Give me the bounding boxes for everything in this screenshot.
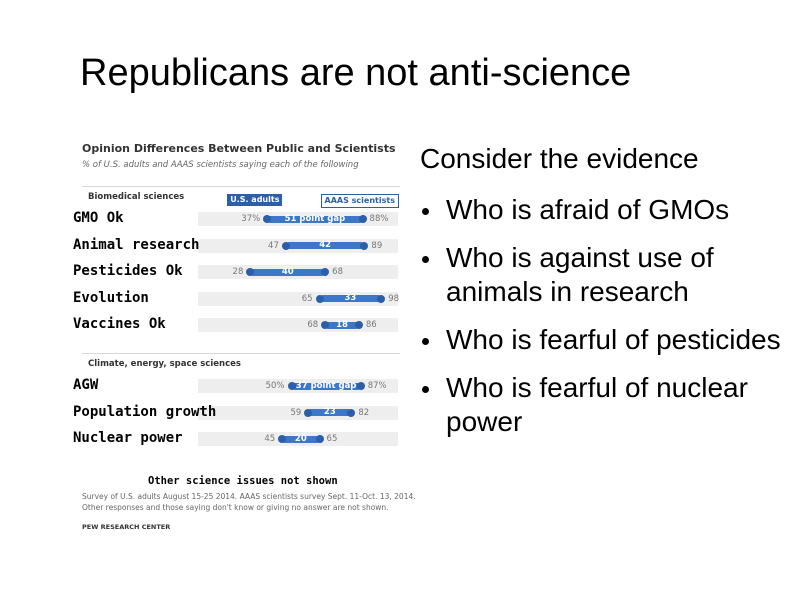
gap-bar <box>250 268 326 276</box>
public-value: 47 <box>268 240 279 251</box>
scientist-dot <box>358 215 367 223</box>
gap-bar <box>285 242 365 249</box>
public-value: 68 <box>307 320 319 330</box>
gap-bar <box>291 382 361 390</box>
chart-source: PEW RESEARCH CENTER <box>82 523 171 531</box>
gap-label: 37 point gap <box>295 380 357 391</box>
gap-label: 42 <box>319 240 332 250</box>
scientist-value: 88% <box>369 214 389 224</box>
legend-us-adults: U.S. adults <box>227 194 283 206</box>
evidence-list: Who is afraid of GMOs Who is against use… <box>420 193 790 439</box>
public-value: 50% <box>265 381 285 391</box>
scientist-value: 65 <box>326 434 338 444</box>
public-dot <box>304 408 313 417</box>
public-value: 65 <box>301 293 313 304</box>
public-value: 59 <box>290 407 302 418</box>
bullet-icon <box>422 338 429 345</box>
public-dot <box>246 268 255 276</box>
evidence-item-text: Who is fearful of pesticides <box>446 324 781 355</box>
row-label: Animal research <box>73 236 200 253</box>
gap-label: 40 <box>281 266 294 277</box>
evidence-item-text: Who is fearful of nuclear power <box>446 372 748 437</box>
evidence-heading: Consider the evidence <box>420 143 699 174</box>
chart-subtitle: % of U.S. adults and AAAS scientists say… <box>82 160 359 170</box>
section-divider <box>82 186 400 187</box>
row-label: Evolution <box>73 289 149 306</box>
gap-label: 51 point gap <box>284 213 346 224</box>
scientist-dot <box>360 241 369 250</box>
row-label: Pesticides Ok <box>73 263 183 279</box>
scientist-value: 89 <box>371 240 383 251</box>
scientist-value: 98 <box>388 293 400 304</box>
other-issues-label: Other science issues not shown <box>148 475 338 487</box>
list-item: Who is against use of animals in researc… <box>420 241 790 309</box>
section-divider <box>82 353 400 354</box>
gap-bar <box>267 215 363 223</box>
scientist-value: 68 <box>332 267 343 277</box>
gap-label: 20 <box>294 433 307 444</box>
opinion-chart: Opinion Differences Between Public and S… <box>70 137 416 537</box>
gap-bar <box>308 409 352 416</box>
row-label: AGW <box>73 377 99 393</box>
public-dot <box>321 321 330 329</box>
public-dot <box>315 294 324 303</box>
chart-note-line: Other responses and those saying don't k… <box>82 503 389 512</box>
public-dot <box>263 215 272 223</box>
section-label: Climate, energy, space sciences <box>88 359 241 369</box>
public-value: 45 <box>264 434 276 444</box>
bullet-icon <box>422 256 429 263</box>
scientist-dot <box>315 435 324 443</box>
row-label: Population growth <box>73 403 217 420</box>
chart-title: Opinion Differences Between Public and S… <box>82 142 396 155</box>
public-value: 37% <box>241 214 261 224</box>
scientist-dot <box>347 408 356 417</box>
chart-note-line: Survey of U.S. adults August 15-25 2014.… <box>82 492 416 501</box>
row-label: Nuclear power <box>73 430 183 446</box>
slide-title: Republicans are not anti-science <box>80 52 632 94</box>
public-dot <box>278 435 287 443</box>
scientist-value: 86 <box>365 320 377 330</box>
gap-label: 23 <box>323 407 336 417</box>
evidence-item-text: Who is afraid of GMOs <box>446 194 730 225</box>
list-item: Who is afraid of GMOs <box>420 193 790 227</box>
list-item: Who is fearful of pesticides <box>420 323 790 357</box>
public-dot <box>287 382 296 390</box>
scientist-value: 82 <box>358 407 370 418</box>
public-value: 28 <box>232 267 244 277</box>
scientist-dot <box>356 382 365 390</box>
gap-label: 33 <box>344 293 357 303</box>
evidence-panel: Consider the evidence Who is afraid of G… <box>420 143 790 453</box>
row-label: GMO Ok <box>73 210 124 226</box>
section-label: Biomedical sciences <box>88 192 185 202</box>
row-label: Vaccines Ok <box>73 316 166 332</box>
scientist-dot <box>321 268 330 276</box>
scientist-value: 87% <box>367 381 387 391</box>
legend-aaas-scientists: AAAS scientists <box>320 194 399 208</box>
scientist-dot <box>377 294 386 303</box>
gap-bar <box>319 295 382 302</box>
gap-bar <box>282 435 320 443</box>
scientist-dot <box>354 321 363 329</box>
list-item: Who is fearful of nuclear power <box>420 371 790 439</box>
evidence-item-text: Who is against use of animals in researc… <box>446 242 714 307</box>
public-dot <box>281 241 290 250</box>
bullet-icon <box>422 386 429 393</box>
gap-label: 18 <box>336 319 348 330</box>
gap-bar <box>325 321 359 329</box>
bullet-icon <box>422 208 429 215</box>
